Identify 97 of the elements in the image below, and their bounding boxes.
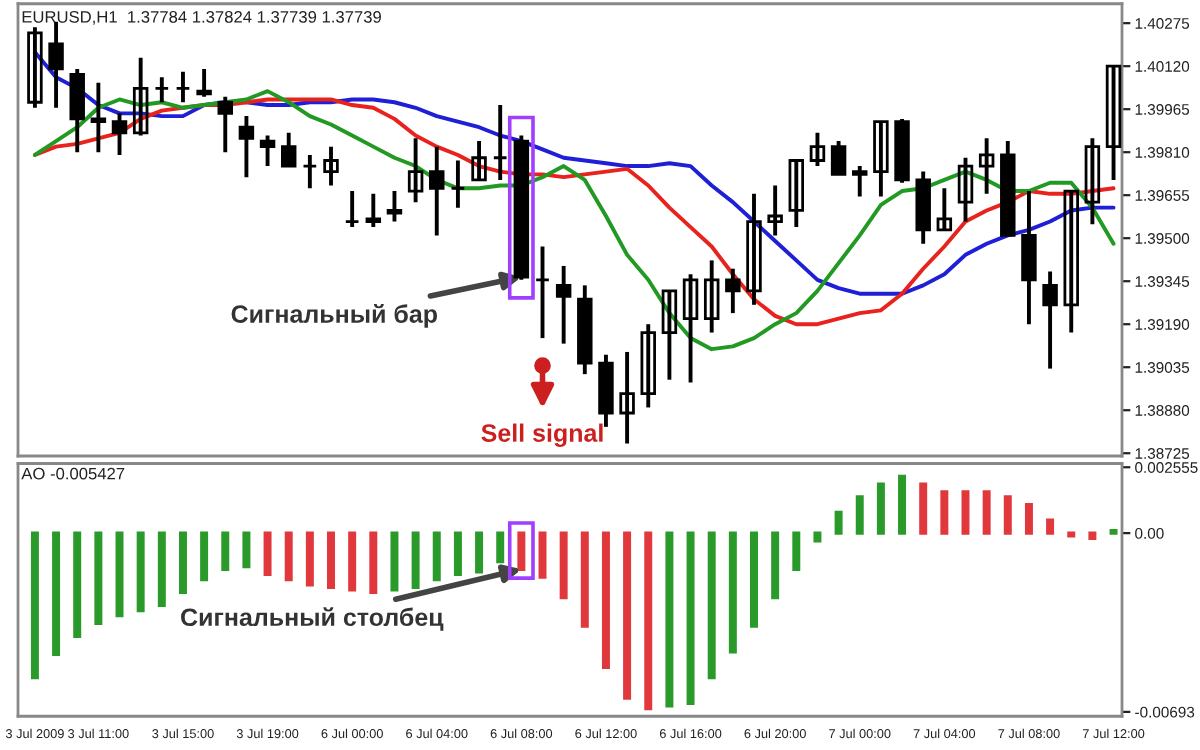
- candlestick: [978, 136, 995, 196]
- bar: [115, 531, 124, 618]
- candlestick: [788, 158, 805, 230]
- candlestick: [323, 144, 339, 188]
- bar: [961, 490, 970, 535]
- candlestick: [27, 25, 43, 110]
- candlestick: [957, 155, 974, 224]
- candlestick: [344, 189, 360, 230]
- candlestick: [1084, 136, 1101, 227]
- bar: [876, 482, 885, 535]
- candlestick: [175, 69, 191, 105]
- bar: [686, 531, 695, 706]
- annotation: Sell signal: [481, 423, 603, 447]
- candlestick: [238, 114, 255, 180]
- bar: [305, 531, 314, 587]
- candlestick: [830, 139, 847, 177]
- candlestick: [703, 258, 720, 335]
- bar: [94, 531, 103, 626]
- candlestick: [259, 133, 276, 169]
- bar: [221, 531, 230, 571]
- bar: [136, 531, 145, 613]
- bar: [432, 531, 441, 582]
- candlestick: [450, 158, 466, 210]
- candlestick: [619, 350, 635, 446]
- chart-title: AO -0.005427: [21, 467, 125, 480]
- candlestick: [534, 244, 551, 341]
- bar: [834, 510, 843, 535]
- bar: [263, 531, 272, 577]
- bar: [792, 531, 801, 571]
- bar: [982, 490, 991, 535]
- candlestick: [90, 80, 107, 155]
- candlestick: [1021, 189, 1037, 327]
- bar: [327, 531, 336, 589]
- candlestick: [471, 139, 487, 182]
- bar: [284, 531, 293, 582]
- candlestick: [936, 186, 953, 232]
- candlestick: [407, 136, 424, 205]
- bar: [1024, 503, 1033, 535]
- bar: [728, 531, 737, 654]
- bar: [707, 531, 716, 680]
- candlestick: [873, 119, 889, 199]
- bar: [644, 531, 653, 711]
- bar: [200, 531, 209, 582]
- bar: [855, 495, 864, 535]
- bar: [242, 531, 251, 569]
- bar: [940, 490, 949, 535]
- bar: [453, 531, 462, 577]
- candlestick: [196, 67, 212, 99]
- bar: [411, 531, 420, 589]
- bar: [538, 531, 547, 579]
- candlestick: [154, 75, 170, 105]
- bar: [771, 531, 780, 600]
- bar: [623, 531, 632, 700]
- bar: [30, 531, 39, 680]
- annotation: Сигнальный столбец: [181, 607, 444, 631]
- candlestick: [746, 191, 762, 307]
- candlestick: [280, 130, 297, 169]
- candlestick: [1042, 269, 1058, 371]
- candlestick: [852, 164, 868, 199]
- candlestick: [640, 322, 656, 410]
- bar: [580, 531, 589, 628]
- candlestick: [132, 55, 149, 138]
- candlestick: [365, 191, 382, 230]
- candlestick: [1063, 189, 1079, 335]
- annotation: Сигнальный бар: [231, 304, 437, 328]
- bar: [898, 474, 907, 535]
- bar: [813, 531, 822, 543]
- bar: [157, 531, 166, 608]
- bar: [178, 531, 187, 595]
- candlestick: [217, 94, 233, 155]
- bar: [52, 531, 61, 657]
- bar: [1003, 495, 1012, 535]
- bar: [750, 531, 758, 628]
- bar: [348, 531, 357, 592]
- candlestick: [111, 111, 128, 157]
- candlestick: [555, 263, 572, 346]
- chart-title: EURUSD,H1 1.37784 1.37824 1.37739 1.37739: [22, 10, 381, 25]
- bar: [559, 531, 568, 600]
- candlestick: [767, 183, 783, 238]
- bar: [1046, 518, 1055, 535]
- candlestick: [386, 189, 403, 224]
- candlestick: [429, 144, 445, 238]
- bar: [475, 531, 484, 574]
- bar: [1088, 531, 1097, 540]
- bar: [369, 531, 378, 595]
- candlestick: [302, 153, 318, 191]
- bar: [665, 531, 674, 708]
- bar: [73, 531, 82, 638]
- bar: [601, 531, 610, 669]
- candlestick: [492, 103, 508, 182]
- bar: [390, 531, 399, 592]
- candlestick: [682, 272, 699, 385]
- candlestick: [661, 288, 678, 382]
- bar: [919, 482, 928, 535]
- candlestick: [69, 67, 85, 155]
- candlestick: [809, 130, 826, 169]
- candlestick: [725, 266, 741, 316]
